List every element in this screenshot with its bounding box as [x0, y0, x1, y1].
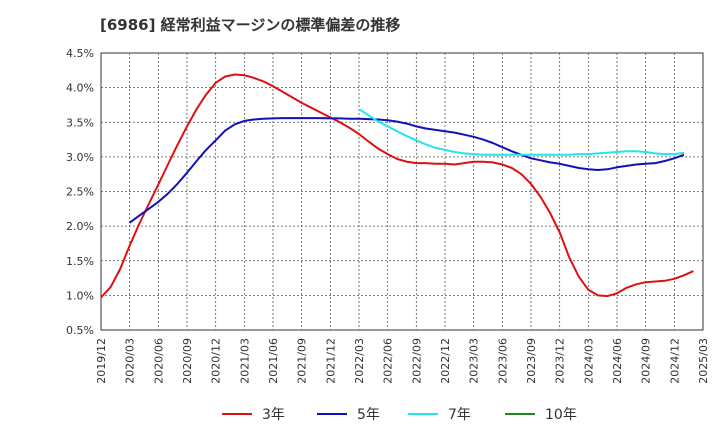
legend-label: 3年 [262, 407, 285, 423]
x-tick-label: 2023/12 [554, 338, 567, 384]
x-tick-label: 2020/03 [124, 338, 137, 384]
series-line [358, 108, 685, 156]
x-tick-label: 2022/09 [410, 338, 423, 384]
x-tick-label: 2022/12 [439, 338, 452, 384]
y-tick-label: 1.5% [66, 255, 94, 268]
series-line [129, 117, 685, 224]
y-tick-label: 4.5% [66, 47, 94, 60]
x-tick-label: 2025/03 [697, 338, 710, 384]
x-tick-label: 2023/09 [525, 338, 538, 384]
x-tick-label: 2023/03 [468, 338, 481, 384]
legend-label: 10年 [545, 407, 577, 423]
x-tick-label: 2024/03 [582, 338, 595, 384]
legend: 3年 5年 7年 10年 [222, 407, 577, 423]
y-tick-label: 0.5% [66, 324, 94, 337]
y-tick-label: 2.0% [66, 220, 94, 233]
x-tick-label: 2024/09 [640, 338, 653, 384]
legend-label: 5年 [357, 407, 380, 423]
chart-title: [6986] 経常利益マージンの標準偏差の推移 [100, 16, 400, 34]
y-tick-label: 3.0% [66, 151, 94, 164]
y-tick-label: 2.5% [66, 186, 94, 199]
x-tick-label: 2020/09 [181, 338, 194, 384]
x-tick-label: 2021/09 [296, 338, 309, 384]
x-tick-label: 2021/12 [324, 338, 337, 384]
y-tick-label: 3.5% [66, 116, 94, 129]
x-tick-label: 2021/06 [267, 338, 280, 384]
y-tick-label: 1.0% [66, 289, 94, 302]
series-line [100, 73, 694, 299]
x-tick-label: 2022/06 [382, 338, 395, 384]
x-tick-label: 2020/12 [210, 338, 223, 384]
axes: 0.5% 1.0% 1.5% 2.0% 2.5% 3.0% 3.5% 4.0% 4.5% 2019… [66, 47, 710, 384]
x-tick-label: 2024/06 [611, 338, 624, 384]
x-tick-label: 2020/06 [152, 338, 165, 384]
x-tick-label: 2021/03 [238, 338, 251, 384]
legend-label: 7年 [448, 407, 471, 423]
x-tick-label: 2019/12 [95, 338, 108, 384]
x-tick-label: 2022/03 [353, 338, 366, 384]
x-tick-label: 2023/06 [496, 338, 509, 384]
x-tick-label: 2024/12 [668, 338, 681, 384]
y-tick-label: 4.0% [66, 82, 94, 95]
series-lines [100, 73, 694, 299]
